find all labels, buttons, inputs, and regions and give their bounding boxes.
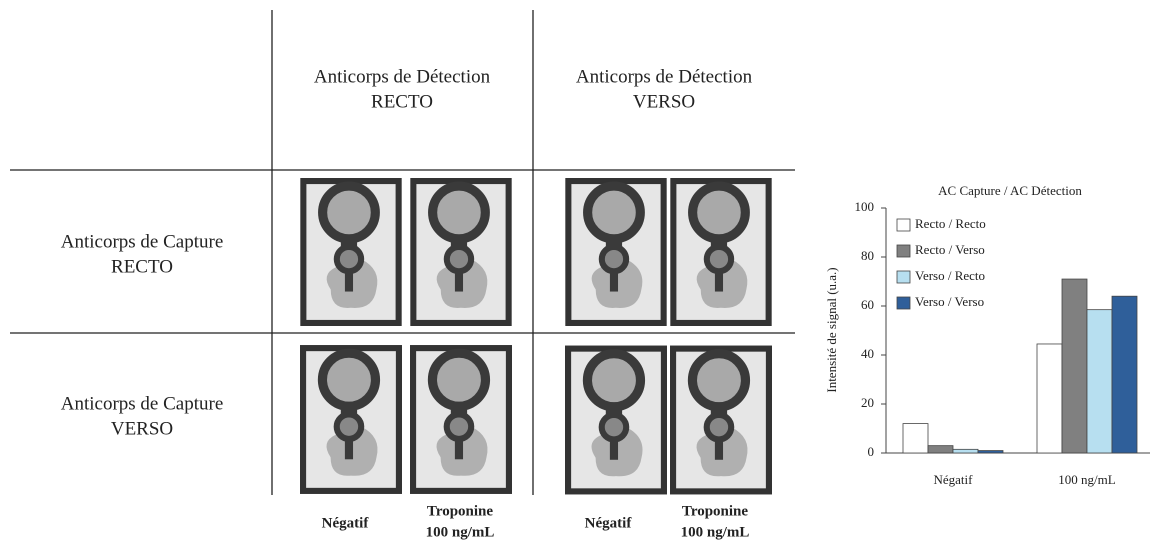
bar	[1036, 343, 1063, 454]
sample-label: 100 ng/mL	[426, 524, 495, 540]
bar	[927, 445, 954, 454]
legend-swatch	[896, 270, 911, 284]
bar	[952, 448, 979, 454]
bar	[1061, 278, 1088, 454]
y-tick-label: 80	[861, 248, 874, 263]
legend-swatch	[896, 218, 911, 232]
chart-title: AC Capture / AC Détection	[938, 183, 1082, 198]
sample-label: 100 ng/mL	[681, 524, 750, 540]
y-axis-label: Intensité de signal (u.a.)	[824, 267, 839, 392]
photo	[413, 181, 508, 323]
photo	[303, 181, 398, 323]
legend-label: Verso / Recto	[915, 268, 985, 283]
row-header: Anticorps de Capture	[61, 231, 224, 252]
bar	[1086, 309, 1113, 454]
sample-label: Troponine	[682, 503, 748, 519]
row-header: RECTO	[111, 256, 173, 277]
legend-swatch	[896, 244, 911, 258]
sample-label: Troponine	[427, 503, 493, 519]
legend-label: Recto / Recto	[915, 216, 986, 231]
sample-label: Négatif	[585, 515, 633, 531]
sample-label: Négatif	[322, 515, 370, 531]
bar	[1111, 295, 1138, 454]
y-tick-label: 100	[855, 199, 875, 214]
photo	[673, 181, 768, 323]
photos	[303, 181, 769, 491]
x-tick-label: Négatif	[934, 472, 974, 487]
y-tick-label: 0	[868, 444, 875, 459]
bar	[902, 423, 929, 454]
legend-label: Recto / Verso	[915, 242, 985, 257]
legend-label: Verso / Verso	[915, 294, 984, 309]
photo	[568, 349, 664, 492]
legend-swatch	[896, 296, 911, 310]
y-tick-label: 40	[861, 346, 874, 361]
grid-lines	[10, 10, 795, 495]
column-header: Anticorps de Détection	[576, 66, 753, 87]
photo	[673, 349, 769, 492]
column-header: VERSO	[633, 91, 695, 112]
y-tick-label: 60	[861, 297, 874, 312]
column-header: RECTO	[371, 91, 433, 112]
bar	[977, 450, 1004, 454]
y-tick-label: 20	[861, 395, 874, 410]
photo	[413, 348, 509, 491]
headers: Anticorps de Détection RECTO Anticorps d…	[61, 66, 753, 540]
row-header: Anticorps de Capture	[61, 393, 224, 414]
photo	[568, 181, 663, 323]
column-header: Anticorps de Détection	[314, 66, 491, 87]
bar-chart: AC Capture / AC Détection Intensité de s…	[824, 183, 1150, 487]
row-header: VERSO	[111, 418, 173, 439]
x-tick-label: 100 ng/mL	[1058, 472, 1115, 487]
photo	[303, 348, 399, 491]
